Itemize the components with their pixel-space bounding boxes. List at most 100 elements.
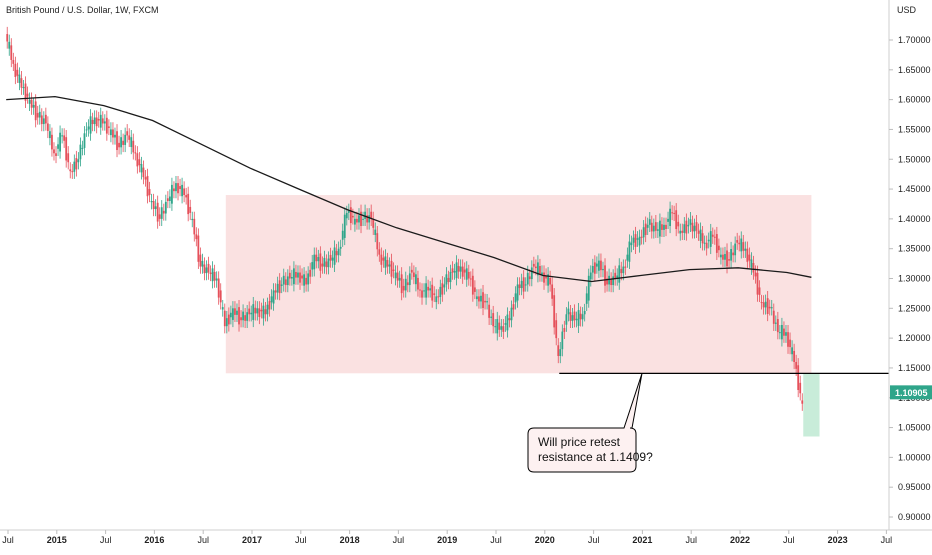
candle-body (408, 273, 411, 286)
candle-body (305, 277, 308, 285)
candle-body (793, 350, 796, 362)
candle-body (593, 262, 596, 274)
candle-body (547, 274, 549, 286)
candle-body (201, 260, 204, 267)
candle-body (504, 323, 507, 325)
candle-body (555, 320, 558, 339)
candle-body (486, 301, 488, 303)
candle-body (24, 83, 27, 101)
candle-body (451, 268, 454, 273)
candle-body (410, 269, 413, 273)
candle-body (124, 134, 127, 145)
chart-title: British Pound / U.S. Dollar, 1W, FXCM (6, 5, 159, 15)
candle-body (57, 144, 59, 149)
candle-body (654, 222, 657, 231)
candle-body (20, 78, 23, 88)
candle-body (164, 201, 167, 214)
candle-body (683, 224, 686, 233)
candle-body (335, 251, 338, 256)
candle-body (248, 308, 251, 315)
time-tick-label: Jul (2, 535, 14, 545)
candle-body (656, 229, 659, 231)
candle-body (313, 254, 316, 270)
candle-body (217, 278, 220, 298)
candle-body (534, 266, 537, 269)
candle-body (561, 331, 564, 350)
candle-body (209, 272, 212, 275)
candle-body (156, 202, 159, 222)
candle-body (581, 314, 584, 320)
candle-body (693, 225, 696, 232)
candle-body (431, 284, 434, 301)
candle-body (268, 301, 271, 310)
time-tick-label: 2022 (730, 535, 750, 545)
candle-body (227, 314, 230, 325)
candle-body (715, 234, 718, 253)
candle-body (53, 149, 55, 154)
candle-body (459, 266, 462, 272)
candle-body (778, 332, 781, 334)
time-tick-label: 2021 (632, 535, 652, 545)
candle-body (309, 269, 312, 277)
candle-body (661, 224, 663, 230)
candle-body (148, 189, 151, 196)
candle-body (730, 248, 732, 261)
price-tick-label: 0.95000 (898, 482, 931, 492)
candle-body (319, 253, 322, 271)
candle-body (541, 272, 543, 275)
candle-body (38, 111, 41, 118)
candle-body (449, 271, 452, 283)
candle-body (317, 257, 320, 262)
candle-body (543, 272, 545, 283)
candle-body (707, 239, 710, 242)
candle-body (286, 276, 289, 286)
candle-body (103, 121, 106, 124)
candle-body (171, 184, 173, 204)
candle-body (427, 286, 430, 291)
candle-body (368, 215, 371, 223)
candle-body (488, 304, 491, 318)
candle-body (705, 242, 708, 249)
candle-body (293, 268, 295, 285)
candle-body (766, 298, 769, 314)
candle-body (262, 305, 265, 319)
candle-body (258, 308, 261, 317)
price-tick-label: 1.00000 (898, 452, 931, 462)
candle-body (42, 118, 45, 125)
candle-body (195, 234, 198, 240)
candle-body (69, 169, 72, 172)
candle-body (331, 257, 334, 261)
candle-body (579, 313, 582, 320)
candle-body (482, 292, 484, 309)
candle-body (748, 254, 751, 261)
candle-body (781, 325, 783, 340)
candle-body (797, 365, 800, 390)
candle-body (87, 126, 90, 130)
candle-body (484, 300, 486, 303)
candle-body (699, 229, 702, 241)
candle-body (439, 286, 442, 297)
candle-body (181, 184, 183, 197)
candle-body (376, 233, 379, 250)
candle-body (691, 222, 694, 232)
candle-body (589, 272, 592, 280)
candle-body (441, 283, 444, 295)
candle-body (110, 129, 112, 136)
candle-body (364, 211, 366, 219)
candle-body (785, 332, 787, 336)
last-price-value: 1.10905 (895, 388, 928, 398)
candle-body (713, 236, 716, 238)
candle-body (494, 326, 497, 328)
candle-body (732, 252, 735, 256)
candle-body (264, 309, 267, 315)
candle-body (242, 311, 244, 321)
candle-body (55, 153, 57, 156)
candle-body (307, 273, 310, 285)
candle-body (8, 41, 11, 49)
candle-body (388, 264, 391, 267)
candle-body (215, 278, 218, 281)
candle-body (528, 276, 531, 280)
price-tick-label: 1.15000 (898, 363, 931, 373)
candle-body (61, 135, 64, 137)
time-tick-label: 2018 (340, 535, 360, 545)
